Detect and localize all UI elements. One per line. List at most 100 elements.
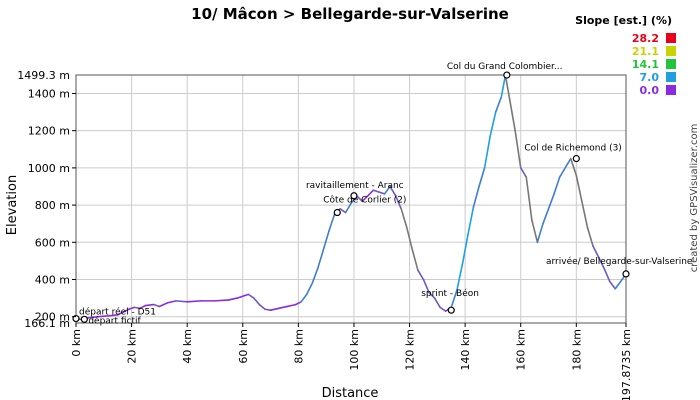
- chart-title: 10/ Mâcon > Bellegarde-sur-Valserine: [191, 5, 509, 23]
- elevation-segment: [504, 74, 511, 100]
- elevation-segment: [236, 295, 244, 299]
- elevation-segment: [383, 185, 391, 195]
- elevation-segment: [547, 193, 555, 210]
- elevation-segment: [489, 111, 497, 138]
- elevation-segment: [378, 191, 386, 195]
- elevation-segment: [139, 304, 147, 310]
- waypoint-marker: [622, 270, 630, 278]
- plot-border: [75, 74, 627, 324]
- elevation-segment: [586, 226, 594, 247]
- elevation-segment: [344, 202, 352, 214]
- elevation-segment: [372, 189, 380, 193]
- waypoint-label: Col du Grand Colombier...: [447, 62, 563, 72]
- elevation-segment: [564, 157, 572, 169]
- x-tick-label: 180 km: [570, 329, 583, 371]
- elevation-segment: [478, 167, 486, 188]
- waypoint-label: ravitaillement - Aranc: [306, 181, 404, 191]
- legend-value: 7.0: [640, 71, 660, 84]
- plot-area: [75, 74, 627, 324]
- waypoint-marker: [447, 306, 455, 314]
- elevation-segment: [241, 293, 250, 298]
- elevation-segment: [175, 300, 188, 303]
- elevation-segment: [400, 208, 408, 229]
- legend-value: 28.2: [632, 32, 659, 45]
- legend-value: 14.1: [632, 58, 659, 71]
- legend-title: Slope [est.] (%): [575, 14, 672, 27]
- elevation-segment: [166, 300, 177, 304]
- elevation-segment: [472, 185, 480, 208]
- legend-swatch: [666, 85, 676, 95]
- elevation-segment: [558, 167, 567, 178]
- legend-swatch: [666, 33, 676, 43]
- elevation-segment: [508, 98, 516, 132]
- elevation-segment: [122, 308, 130, 313]
- credit-text: created by GPSVisualizer.com: [689, 124, 700, 273]
- elevation-segment: [361, 194, 369, 203]
- legend-swatch: [666, 72, 676, 82]
- grid: [75, 75, 626, 323]
- elevation-segment: [494, 96, 503, 113]
- x-tick-label: 0 km: [70, 329, 83, 357]
- elevation-segment: [394, 194, 403, 210]
- elevation-segment: [422, 278, 430, 294]
- legend-swatch: [666, 46, 676, 56]
- waypoint-marker: [572, 154, 580, 163]
- elevation-segment: [389, 185, 397, 197]
- y-tick-label: 400 m: [35, 273, 70, 286]
- elevation-segment: [411, 248, 419, 271]
- y-min-label: 166.1 m: [24, 317, 70, 330]
- waypoint-label: Col de Richemond (3): [524, 144, 622, 154]
- elevation-segment: [294, 301, 302, 306]
- elevation-segment: [581, 200, 589, 229]
- elevation-segment: [467, 206, 475, 236]
- legend: Slope [est.] (%) 28.221.114.17.00.0: [575, 14, 676, 97]
- elevation-segment: [311, 267, 319, 285]
- elevation-segment: [247, 293, 255, 299]
- elevation-segment: [553, 176, 561, 195]
- waypoint-label: arrivée/ Bellegarde-sur-Valserine: [546, 256, 693, 267]
- elevation-segment: [228, 297, 239, 301]
- waypoint-label: départ fictif: [88, 315, 141, 326]
- elevation-segment: [186, 300, 202, 303]
- elevation-segment: [575, 174, 583, 203]
- waypoint-marker: [333, 208, 341, 217]
- y-tick-label: 1200 m: [28, 125, 70, 138]
- elevation-segment: [133, 306, 141, 310]
- x-tick-label: 100 km: [348, 329, 361, 371]
- elevation-segment: [128, 306, 136, 311]
- elevation-segment: [483, 135, 491, 169]
- elevation-segment: [144, 303, 155, 307]
- elevation-segment: [569, 157, 578, 177]
- elevation-segment: [603, 267, 611, 283]
- elevation-segment: [417, 269, 425, 281]
- elevation-segment: [258, 303, 266, 311]
- elevation-segment: [328, 213, 336, 232]
- elevation-segment: [269, 307, 280, 311]
- x-tick-label: 197.8735 km: [620, 329, 633, 400]
- x-tick-label: 60 km: [237, 329, 250, 364]
- elevation-segment: [317, 248, 325, 270]
- elevation-segment: [428, 291, 436, 299]
- y-max-label: 1499.3 m: [17, 69, 70, 82]
- elevation-segment: [300, 293, 308, 303]
- elevation-segment: [608, 280, 617, 290]
- waypoint-marker: [350, 192, 358, 200]
- legend-swatch: [666, 59, 676, 69]
- elevation-segment: [116, 311, 125, 316]
- elevation-segment: [355, 194, 364, 203]
- elevation-segment: [536, 222, 544, 244]
- elevation-segment: [525, 176, 533, 221]
- waypoint-label: départ réel - D51: [79, 307, 156, 318]
- elevation-segment: [339, 208, 347, 214]
- elevation-segment: [158, 301, 169, 308]
- y-tick-label: 600 m: [35, 236, 70, 249]
- x-tick-label: 40 km: [181, 329, 194, 364]
- y-tick-label: 1000 m: [28, 162, 70, 175]
- elevation-segment: [89, 315, 100, 319]
- y-tick-label: 200 m: [35, 311, 70, 324]
- x-axis-label: Distance: [322, 386, 379, 400]
- elevation-segment: [367, 189, 375, 197]
- elevation-segment: [455, 263, 464, 292]
- elevation-segment: [253, 297, 261, 306]
- y-axis-ticks: 200 m 400 m 600 m 800 m 1000 m 1200 m 1400 m 14…: [17, 69, 76, 330]
